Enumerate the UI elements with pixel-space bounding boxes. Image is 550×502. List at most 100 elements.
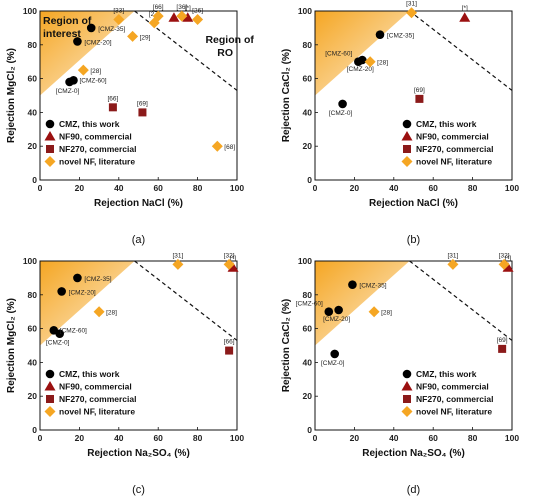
data-points: [CMZ-0] [CMZ-60] [CMZ-20] [CMZ-35] [*] [66] [6… (56, 4, 235, 152)
legend-label: NF90, commercial (416, 132, 489, 142)
x-tick-label: 100 (230, 183, 244, 193)
legend-label: NF270, commercial (416, 394, 493, 404)
panel-label: (c) (132, 484, 145, 496)
point-label: [*] (462, 5, 468, 12)
x-axis-label: Rejection NaCl (%) (369, 198, 458, 209)
diamond-marker (223, 258, 235, 270)
legend-triangle-marker (401, 381, 413, 391)
y-tick-label: 40 (28, 357, 38, 367)
y-tick-label: 100 (23, 6, 37, 16)
circle-marker (334, 305, 343, 315)
point-label: [28] (377, 60, 388, 67)
point-label: [CMZ-35] (359, 283, 386, 290)
point-label: [*] (505, 255, 511, 262)
point-label: [CMZ-35] (387, 33, 414, 40)
point-label: [CMZ-60] (79, 77, 106, 84)
x-tick-label: 60 (153, 433, 163, 443)
x-tick-label: 20 (75, 433, 85, 443)
square-marker (415, 94, 424, 103)
legend: CMZ, this work NF90, commercial NF270, com… (44, 369, 136, 417)
diamond-marker (447, 258, 459, 270)
square-marker (225, 346, 234, 355)
y-tick-label: 60 (303, 74, 313, 84)
legend-label: novel NF, literature (416, 157, 492, 167)
point-label: [*] (230, 255, 236, 262)
y-tick-label: 80 (28, 290, 38, 300)
point-label: [28] (381, 310, 392, 317)
y-tick-label: 40 (303, 107, 313, 117)
ro-boundary-line (134, 260, 238, 341)
y-tick-label: 0 (32, 175, 37, 185)
x-tick-label: 40 (389, 433, 399, 443)
legend-label: novel NF, literature (59, 407, 135, 417)
square-marker (108, 103, 117, 112)
region-of-ro-label: Region of (205, 34, 254, 46)
y-tick-label: 60 (303, 324, 313, 334)
point-label: [33] (113, 7, 124, 14)
panel-label: (b) (407, 234, 420, 246)
y-tick-label: 0 (307, 425, 312, 435)
x-tick-label: 80 (468, 433, 478, 443)
y-axis-label: Rejection MgCl₂ (%) (6, 48, 17, 143)
circle-marker (324, 307, 334, 316)
x-tick-label: 100 (505, 433, 519, 443)
legend-square-marker (46, 145, 54, 153)
y-tick-label: 100 (298, 6, 312, 16)
point-label: [36] (176, 4, 187, 11)
circle-marker (86, 23, 96, 33)
diamond-marker (93, 306, 105, 318)
point-label: [CMZ-0] (56, 88, 80, 95)
point-label: [32] (499, 252, 510, 259)
triangle-marker (182, 12, 194, 22)
diamond-marker (498, 258, 510, 270)
x-tick-label: 100 (230, 433, 244, 443)
diamond-marker (172, 258, 184, 270)
y-tick-label: 0 (32, 425, 37, 435)
x-tick-label: 60 (428, 433, 438, 443)
plot-frame (39, 10, 238, 181)
square-marker (138, 108, 147, 117)
point-label: [68] (224, 144, 235, 151)
point-label: [28] (90, 68, 101, 75)
x-tick-label: 60 (153, 183, 163, 193)
legend-diamond-marker (44, 156, 56, 167)
point-label: [CMZ-60] (60, 327, 87, 334)
legend-label: NF270, commercial (59, 394, 136, 404)
y-tick-label: 20 (303, 391, 313, 401)
point-label: [CMZ-60] (325, 51, 352, 58)
panel-label: (d) (407, 484, 420, 496)
y-tick-label: 40 (303, 357, 313, 367)
legend-label: NF90, commercial (59, 132, 132, 142)
x-tick-label: 60 (428, 183, 438, 193)
y-tick-label: 80 (303, 40, 313, 50)
legend-label: CMZ, this work (59, 119, 120, 129)
y-axis-label: Rejection CaCl₂ (%) (281, 49, 292, 142)
chart-panel-d: 0 20 40 60 80 100 0 20 40 60 80 100 Rejection Na₂SO₄… (275, 250, 550, 502)
point-label: [69] (137, 100, 148, 107)
legend-circle-marker (45, 369, 55, 379)
point-label: [CMZ-20] (84, 39, 111, 46)
circle-marker (69, 75, 78, 85)
circle-marker (375, 30, 385, 39)
circle-marker (330, 349, 339, 359)
legend: CMZ, this work NF90, commercial NF270, com… (401, 119, 493, 167)
legend-triangle-marker (401, 131, 413, 141)
circle-marker (49, 325, 59, 335)
x-tick-label: 80 (193, 183, 203, 193)
point-label: [69] (497, 337, 508, 344)
diamond-marker (127, 30, 139, 42)
triangle-marker (227, 262, 239, 272)
diamond-marker (77, 64, 89, 76)
diamond-marker (152, 10, 164, 22)
legend-triangle-marker (44, 131, 56, 141)
point-label: [31] (447, 252, 458, 259)
chart-panel-a: 0 20 40 60 80 100 0 20 40 60 80 100 Rejection NaCl (… (0, 0, 275, 252)
region-of-interest (315, 261, 410, 346)
data-points: [CMZ-0] [CMZ-60] [CMZ-20] [CMZ-35] [*] [69] [2… (325, 1, 471, 117)
point-label: [*] (185, 5, 191, 12)
point-label: [CMZ-0] (329, 110, 353, 117)
y-tick-label: 100 (23, 256, 37, 266)
point-label: [28] (106, 310, 117, 317)
scatter-chart: 0 20 40 60 80 100 0 20 40 60 80 100 Rejection Na₂SO₄… (6, 252, 244, 496)
point-label: [CMZ-0] (46, 340, 70, 347)
